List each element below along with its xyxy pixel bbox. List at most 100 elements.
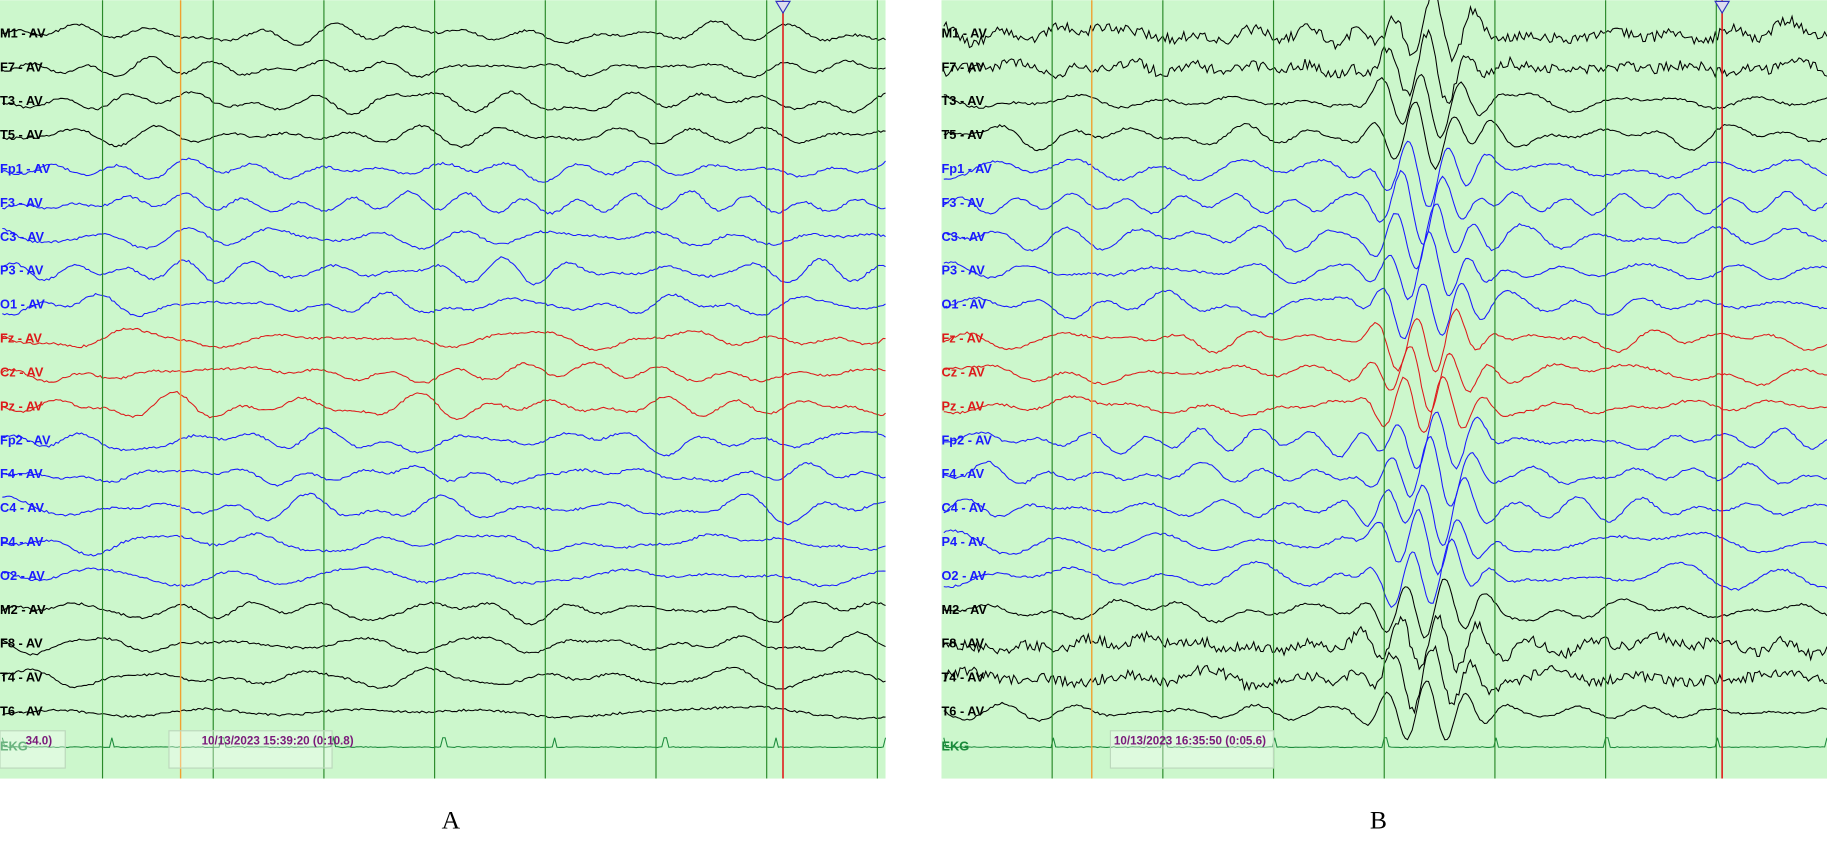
panel-b: M1 - AV F7 - AV T3 - AV T5 - AV Fp1 - AV F3 -…: [941, 0, 1827, 779]
eeg-trace: [943, 140, 1827, 207]
panel-caption: A: [442, 806, 461, 835]
eeg-trace: [943, 230, 1827, 301]
channel-label: C3 - AV: [0, 229, 45, 244]
eeg-trace: [943, 578, 1827, 639]
eeg-trace: [943, 346, 1827, 413]
eeg-trace: [943, 411, 1827, 470]
eeg-trace: [943, 477, 1827, 547]
eeg-trace: [943, 435, 1827, 507]
channel-label: Fz - AV: [0, 331, 42, 346]
panel-a-background: [0, 0, 886, 779]
channel-label: T4 - AV: [0, 670, 43, 685]
channel-label: Cz - AV: [0, 364, 44, 379]
channel-label: T3 - AV: [941, 93, 984, 108]
corner-box: [0, 730, 66, 769]
channel-label: T5 - AV: [941, 127, 984, 142]
channel-label: M2 - AV: [0, 602, 46, 617]
channel-label: C3 - AV: [941, 229, 986, 244]
eeg-trace: [2, 124, 886, 149]
eeg-trace: [2, 492, 886, 526]
eeg-trace: [2, 227, 886, 250]
eeg-trace: [2, 566, 886, 588]
channel-label: EKG: [0, 738, 28, 753]
channel-label: T6 - AV: [0, 704, 43, 719]
eeg-trace: [943, 614, 1827, 674]
channel-label: F8 - AV: [941, 636, 984, 651]
timestamp: 10/13/2023 16:35:50 (0:05.6): [1114, 734, 1266, 747]
timestamp: 10/13/2023 15:39:20 (0:10.8): [202, 734, 354, 747]
channel-label: F3 - AV: [0, 195, 43, 210]
ekg-trace: [943, 737, 1827, 749]
eeg-trace: [943, 376, 1827, 434]
cursor-triangle: [774, 0, 792, 15]
eeg-trace: [2, 90, 886, 116]
eeg-trace: [2, 631, 886, 656]
eeg-trace: [943, 538, 1827, 609]
channel-label: T6 - AV: [941, 704, 984, 719]
eeg-trace: [2, 462, 886, 487]
channel-label: F4 - AV: [941, 466, 984, 481]
channel-label: Pz - AV: [941, 398, 984, 413]
channel-label: P3 - AV: [0, 263, 44, 278]
eeg-trace: [943, 644, 1827, 715]
eeg-trace: [2, 256, 886, 286]
ekg-trace: [1, 735, 887, 749]
channel-label: F3 - AV: [941, 195, 984, 210]
channel-label: Fz - AV: [941, 331, 983, 346]
channel-label: T3 - AV: [0, 93, 43, 108]
channel-label: M1 - AV: [941, 25, 987, 40]
channel-label: M1 - AV: [0, 25, 46, 40]
panel-caption: B: [1370, 806, 1387, 835]
eeg-trace: [2, 291, 886, 318]
channel-label: T5 - AV: [0, 127, 43, 142]
channel-label: P3 - AV: [941, 263, 985, 278]
channel-label: P4 - AV: [941, 534, 985, 549]
cursor-triangle: [1714, 0, 1731, 15]
eeg-trace: [2, 157, 886, 183]
channel-label: F7 - AV: [0, 59, 43, 74]
panel-a: M1 - AV F7 - AV T3 - AV T5 - AV Fp1 - AV F3 -…: [0, 0, 887, 779]
eeg-trace: [2, 20, 886, 46]
eeg-trace: [2, 327, 886, 351]
channel-label: P4 - AV: [0, 534, 44, 549]
eeg-trace: [943, 0, 1827, 63]
channel-label: Cz - AV: [941, 364, 985, 379]
eeg-trace: [943, 73, 1827, 139]
channel-label: Fp1 - AV: [0, 161, 51, 176]
channel-label: O1 - AV: [0, 297, 45, 312]
eeg-trace: [943, 203, 1827, 270]
eeg-trace: [2, 55, 886, 79]
eeg-trace: [2, 427, 886, 457]
channel-label: O2 - AV: [0, 568, 45, 583]
channel-label: M2 - AV: [941, 602, 987, 617]
timestamp-box: [168, 730, 333, 769]
channel-label: F8 - AV: [0, 636, 43, 651]
channel-label: F7 - AV: [941, 59, 984, 74]
eeg-trace: [943, 680, 1827, 741]
channel-label: C4 - AV: [0, 500, 45, 515]
timestamp-box: [1109, 730, 1275, 769]
channel-label: T4 - AV: [941, 670, 984, 685]
eeg-trace: [2, 532, 886, 557]
channel-label: Fp2 - AV: [0, 432, 51, 447]
channel-label: Fp2 - AV: [941, 432, 992, 447]
eeg-trace: [2, 666, 886, 690]
eeg-trace: [2, 189, 886, 215]
eeg-trace: [2, 600, 886, 626]
corner-text: 34.0): [26, 734, 53, 747]
channel-label: Fp1 - AV: [941, 161, 992, 176]
channel-label: C4 - AV: [941, 500, 986, 515]
eeg-trace: [2, 705, 886, 720]
channel-label: Pz - AV: [0, 398, 43, 413]
eeg-trace: [1, 361, 886, 384]
eeg-trace: [943, 508, 1827, 576]
eeg-trace: [943, 169, 1827, 246]
channel-label: F4 - AV: [0, 466, 43, 481]
eeg-trace: [943, 101, 1827, 171]
channel-label: EKG: [941, 738, 969, 753]
eeg-trace: [943, 308, 1827, 373]
eeg-trace: [943, 28, 1827, 104]
eeg-trace: [943, 282, 1827, 340]
